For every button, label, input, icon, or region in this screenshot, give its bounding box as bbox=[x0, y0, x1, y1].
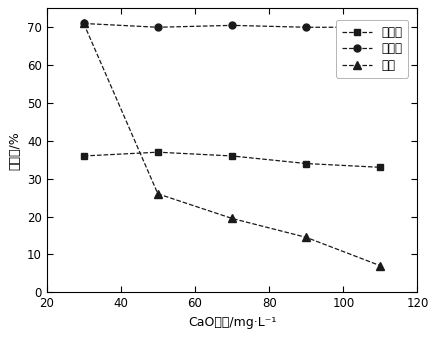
磁铁矿 bbox=[378, 165, 383, 170]
赤铁矿 bbox=[81, 22, 87, 26]
磁铁矿 bbox=[229, 154, 235, 158]
赤铁矿 bbox=[378, 25, 383, 29]
赤铁矿 bbox=[155, 25, 160, 29]
磁铁矿 bbox=[81, 154, 87, 158]
石英 bbox=[155, 192, 160, 196]
磁铁矿 bbox=[155, 150, 160, 154]
Line: 石英: 石英 bbox=[80, 20, 384, 270]
赤铁矿 bbox=[304, 25, 309, 29]
石英 bbox=[229, 216, 235, 220]
Line: 赤铁矿: 赤铁矿 bbox=[80, 20, 384, 31]
Y-axis label: 回收率/%: 回收率/% bbox=[8, 131, 21, 170]
Line: 磁铁矿: 磁铁矿 bbox=[80, 149, 384, 171]
石英 bbox=[304, 235, 309, 239]
石英 bbox=[81, 22, 87, 26]
赤铁矿 bbox=[229, 23, 235, 27]
Legend: 磁铁矿, 赤铁矿, 石英: 磁铁矿, 赤铁矿, 石英 bbox=[336, 20, 408, 78]
磁铁矿 bbox=[304, 161, 309, 165]
X-axis label: CaO用量/mg·L⁻¹: CaO用量/mg·L⁻¹ bbox=[188, 316, 276, 329]
石英 bbox=[378, 264, 383, 268]
